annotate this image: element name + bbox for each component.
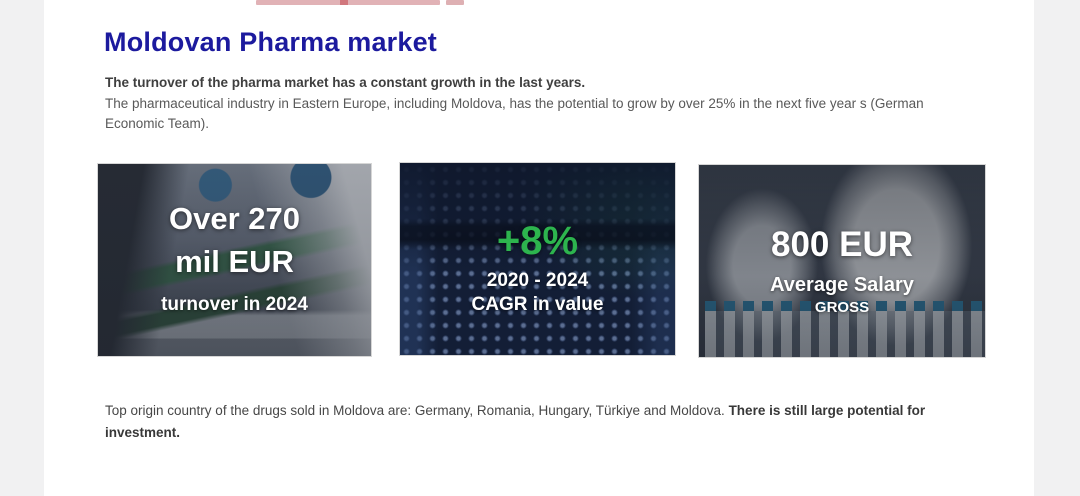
stat-caption: GROSS	[814, 299, 870, 316]
stat-value: +8%	[496, 219, 579, 263]
stat-caption: CAGR in value	[471, 294, 604, 315]
right-margin-strip	[1034, 0, 1080, 496]
intro-body-text: The pharmaceutical industry in Eastern E…	[105, 96, 924, 131]
vial-production-line-photo	[400, 163, 675, 355]
intro-bold-line: The turnover of the pharma market has a …	[105, 75, 586, 90]
stat-card-turnover-overlay: Over 270 mil EUR turnover in 2024	[98, 164, 371, 356]
stat-caption: Average Salary	[770, 274, 914, 296]
page-title: Moldovan Pharma market	[104, 27, 438, 57]
stat-caption: 2020 - 2024	[486, 270, 589, 291]
footer-bold-text: There is still large potential for inves…	[105, 403, 926, 440]
footer-text: Top origin country of the drugs sold in …	[105, 403, 729, 418]
left-margin-strip	[0, 0, 44, 496]
stat-value-line: mil EUR	[175, 244, 294, 279]
stat-card-salary: 800 EUR Average Salary GROSS	[698, 164, 986, 358]
stat-value: 800 EUR	[770, 225, 914, 264]
stat-card-cagr-overlay: +8% 2020 - 2024 CAGR in value	[400, 163, 675, 355]
footer-paragraph: Top origin country of the drugs sold in …	[105, 400, 940, 443]
lab-technicians-photo	[699, 165, 985, 357]
stat-card-salary-overlay: 800 EUR Average Salary GROSS	[699, 165, 985, 357]
cropped-text-fragment	[446, 0, 464, 5]
cropped-text-fragment	[256, 0, 440, 5]
stat-card-cagr: +8% 2020 - 2024 CAGR in value	[399, 162, 676, 356]
stat-card-turnover: Over 270 mil EUR turnover in 2024	[97, 163, 372, 357]
pharma-factory-photo	[98, 164, 371, 356]
stat-caption: turnover in 2024	[161, 294, 308, 315]
stat-value-line: Over 270	[169, 201, 300, 236]
